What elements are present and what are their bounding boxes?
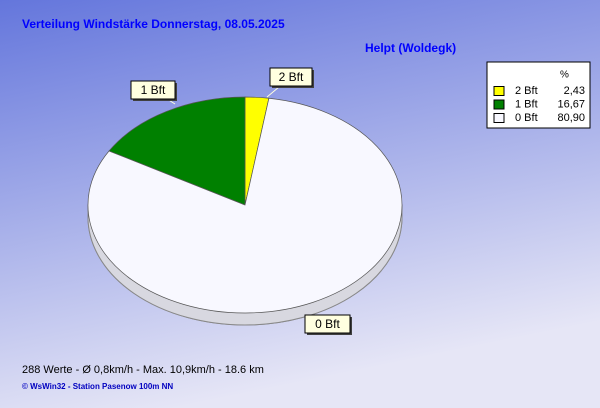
legend-swatch (493, 113, 505, 123)
legend-header: % (560, 70, 569, 81)
legend-value: 16,67 (557, 98, 585, 110)
callout-label: 1 Bft (141, 83, 166, 97)
legend-swatch (493, 99, 505, 110)
legend-value: 80,90 (557, 112, 585, 124)
legend-swatch (493, 86, 505, 96)
legend-label: 0 Bft (515, 112, 538, 124)
callout-label: 2 Bft (279, 70, 304, 84)
callout-label: 0 Bft (315, 317, 340, 331)
legend-value: 2,43 (564, 85, 585, 97)
pie-slice (108, 96, 246, 206)
pie-slice (87, 97, 403, 314)
callout-box (269, 67, 313, 87)
legend-label: 2 Bft (515, 85, 538, 97)
callout-box (130, 80, 176, 100)
callout-box (304, 314, 351, 334)
legend-label: 1 Bft (515, 98, 538, 110)
footer: 288 Werte - Ø 0,8km/h - Max. 10,9km/h - … (22, 364, 264, 376)
credit: © WsWin32 - Station Pasenow 100m NN (22, 382, 173, 391)
chart-title: Verteilung Windstärke Donnerstag, 08.05.… (22, 17, 285, 31)
chart-subtitle: Helpt (Woldegk) (365, 41, 456, 55)
